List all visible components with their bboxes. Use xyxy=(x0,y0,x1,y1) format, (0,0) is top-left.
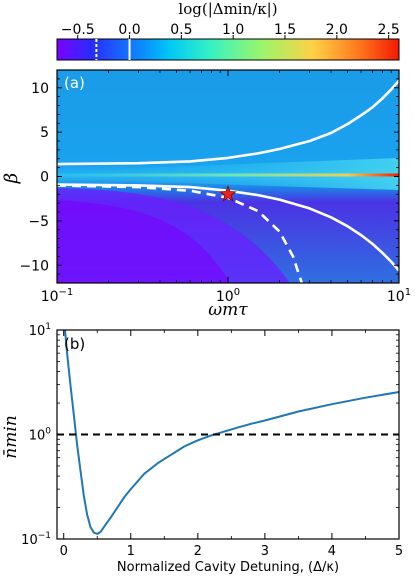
x-tick-label-b: 0 xyxy=(60,544,68,559)
x-tick-label-a: 101 xyxy=(387,287,411,305)
y-tick-label-a: 0 xyxy=(40,170,49,186)
y-ticks-a: −10 −5 0 5 10 xyxy=(19,69,399,284)
colorbar-tick-label: −0.5 xyxy=(61,22,95,38)
x-tick-label-b: 5 xyxy=(395,544,403,559)
y-tick-label-a: −5 xyxy=(28,214,49,230)
colorbar-tick-label: 0.5 xyxy=(170,22,192,38)
x-tick-label-b: 2 xyxy=(194,544,202,559)
x-ticks-b: 0 1 2 3 4 5 xyxy=(60,330,403,559)
colorbar-ticks: −0.5 0.0 0.5 1.0 1.5 2.0 2.5 xyxy=(61,22,400,39)
panel-a: (a) −10 −5 0 5 10 10−1 100 101 β ωmτ xyxy=(1,69,411,320)
series-line-nmin xyxy=(64,330,399,536)
y-tick-label-a: 10 xyxy=(31,81,49,97)
heatmap xyxy=(57,70,399,283)
contour-lines xyxy=(57,79,399,283)
contour-solid-1 xyxy=(57,183,399,272)
star-shape xyxy=(219,185,237,202)
colorbar-markers xyxy=(95,39,131,60)
contour-solid-0 xyxy=(57,79,399,166)
y-tick-label-b: 10−1 xyxy=(21,531,51,548)
colorbar-tick-label: 2.5 xyxy=(378,22,400,38)
colorbar-label: log(|Δmin/κ|) xyxy=(178,0,277,18)
star-marker xyxy=(219,185,237,202)
panel-label-a: (a) xyxy=(64,74,85,92)
y-tick-label-b: 100 xyxy=(29,427,52,444)
y-ticks-b: 10−1 100 101 xyxy=(21,322,399,548)
x-tick-label-a: 100 xyxy=(216,287,240,305)
colorbar-tick-label: 0.0 xyxy=(118,22,140,38)
panel-b: (b) 10−1 100 101 0 1 2 3 4 5 n̄min Normalized C… xyxy=(1,322,403,575)
y-tick-label-b: 101 xyxy=(29,322,51,339)
y-axis-label-a: β xyxy=(1,173,22,184)
contour-dashed-2 xyxy=(57,184,304,283)
colorbar: log(|Δmin/κ|) −0.5 0.0 0.5 1.0 1.5 2.0 2.5 xyxy=(56,0,400,61)
x-tick-label-b: 4 xyxy=(328,544,336,559)
x-axis-label-a: ωmτ xyxy=(208,300,248,320)
colorbar-tick-label: 1.0 xyxy=(222,22,244,38)
x-ticks-a: 10−1 100 101 xyxy=(41,70,411,305)
y-tick-label-a: −10 xyxy=(19,258,49,274)
panel-label-b: (b) xyxy=(64,335,85,353)
colorbar-tick-label: 2.0 xyxy=(326,22,348,38)
colorbar-gradient xyxy=(56,38,400,61)
y-tick-label-a: 5 xyxy=(40,125,49,141)
x-tick-label-b: 3 xyxy=(261,544,269,559)
y-axis-label-b: n̄min xyxy=(1,415,21,458)
colorbar-tick-label: 1.5 xyxy=(274,22,296,38)
x-tick-label-a: 10−1 xyxy=(41,287,74,305)
x-tick-label-b: 1 xyxy=(127,544,135,559)
x-axis-label-b: Normalized Cavity Detuning, (Δ/κ) xyxy=(117,560,339,575)
